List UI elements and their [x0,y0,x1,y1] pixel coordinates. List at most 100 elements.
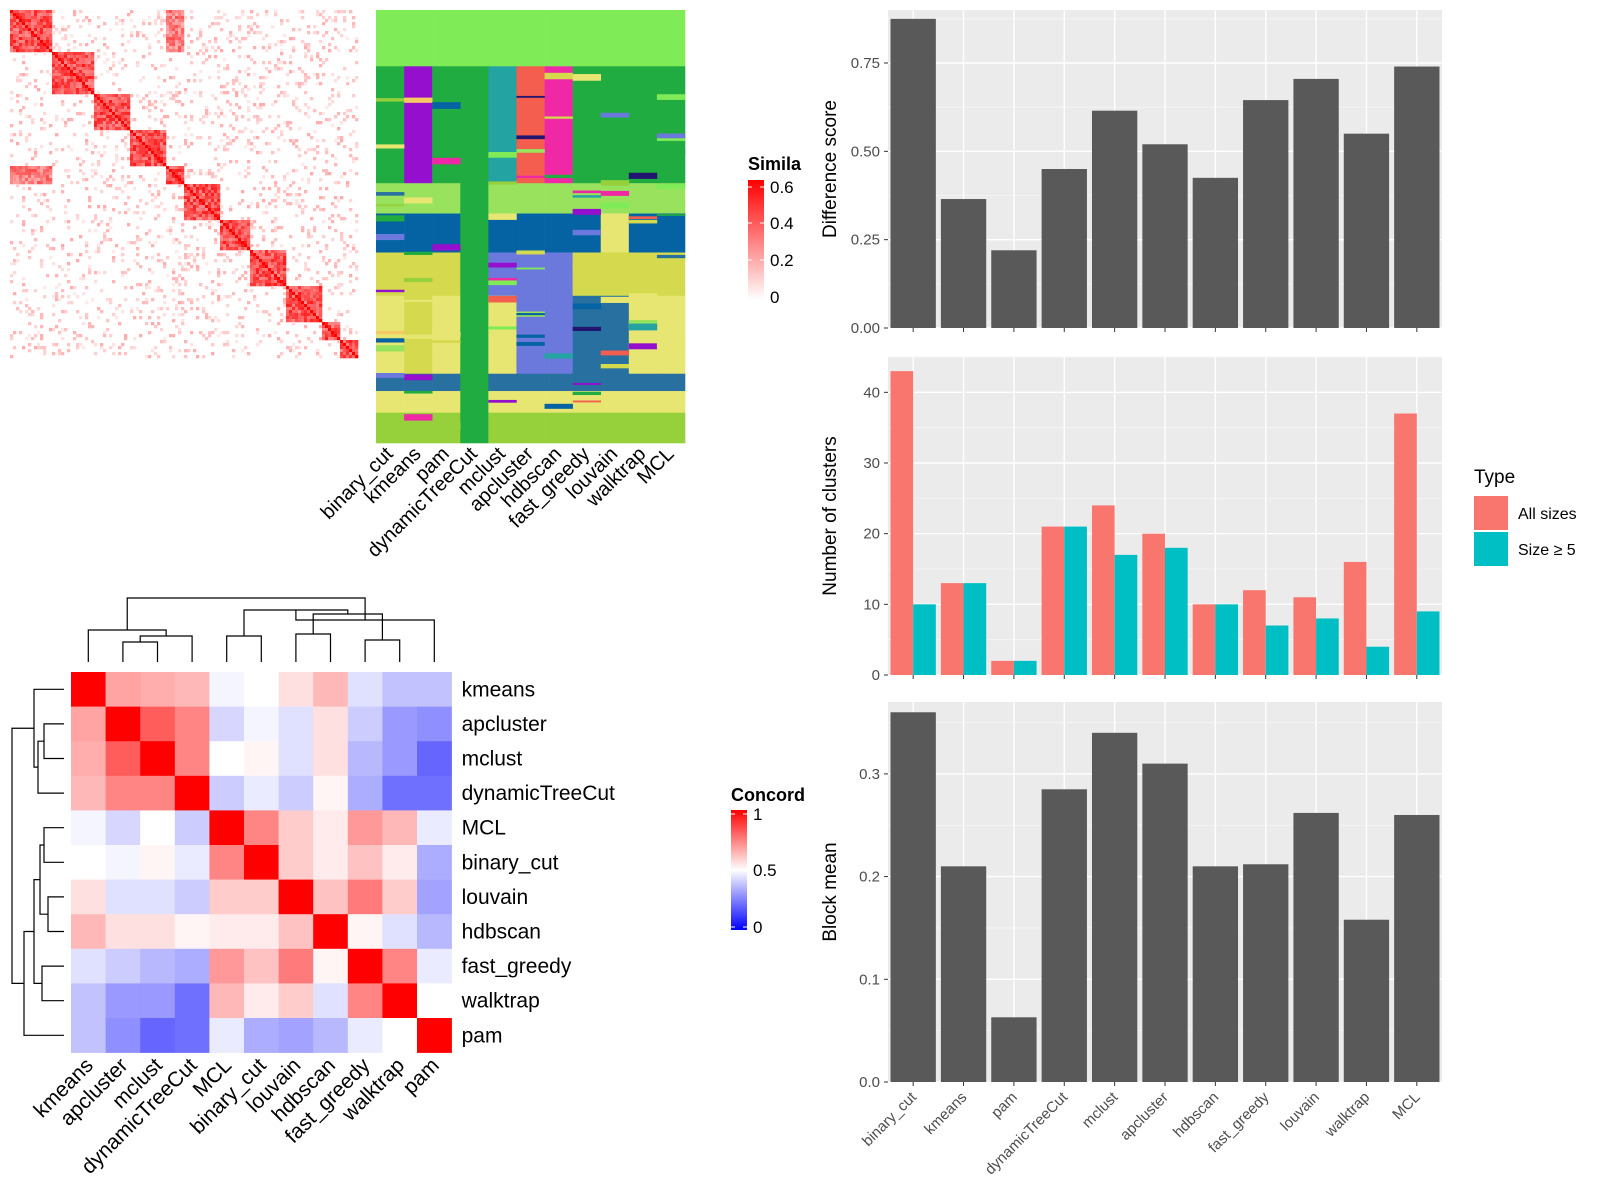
bar-size-ge-5 [963,583,987,675]
concordance-row-label: MCL [462,817,506,840]
concordance-cell [382,948,418,984]
similarity-matrix-heatmap [10,10,359,359]
concordance-cell [382,741,418,777]
concordance-cell [105,775,141,811]
y-tick-label: 10 [863,596,880,613]
x-tick-label: walktrap [1321,1089,1373,1141]
concordance-colorbar [731,810,747,930]
concordance-cell [105,741,141,777]
concordance-cell [71,983,106,1019]
x-tick-label: hdbscan [1170,1089,1222,1141]
bar [940,199,987,328]
concordance-cell [105,879,141,915]
concordance-legend-title: Concord [731,785,805,805]
concordance-cell [140,914,176,950]
bar [1091,110,1138,328]
concordance-cell [382,879,418,915]
bar-all-sizes [1142,533,1165,675]
concordance-cell [347,775,383,811]
y-tick-label: 0.1 [859,971,880,988]
x-tick-label: louvain [1277,1089,1323,1135]
bar-size-ge-5 [1013,660,1037,675]
concordance-cell [174,741,210,777]
concordance-cell [347,810,383,846]
concordance-cell [140,741,176,777]
x-tick-label: apcluster [1117,1089,1172,1144]
similarity-colorbar [748,180,764,300]
concordance-cell [244,775,279,811]
concordance-cell [71,672,106,707]
bar [1293,812,1339,1082]
y-tick-label: 40 [863,384,880,401]
bar [1243,864,1289,1082]
y-tick-label: 30 [863,455,880,472]
similarity-legend-tick: 0.6 [770,178,794,197]
concordance-cell [71,879,106,915]
concordance-cell [244,706,279,742]
concordance-cell [417,706,452,742]
concordance-cell [278,775,314,811]
concordance-cell [71,948,106,984]
concordance-cell [209,983,245,1019]
bar-size-ge-5 [913,604,936,675]
concordance-cell [417,810,452,846]
bar [991,250,1037,328]
bar [890,712,936,1082]
block-mean-chart: 0.0 0.1 0.2 0.3 Block mean [820,702,1442,1091]
concordance-cell [244,948,279,984]
concordance-cell [209,672,245,707]
legend-label-all-sizes: All sizes [1518,506,1577,523]
y-axis-label: Number of clusters [820,436,841,595]
concordance-cell [382,845,418,880]
concordance-cell [278,983,314,1019]
concordance-cell [209,845,245,880]
concordance-cell [417,775,452,811]
concordance-legend-tick: 0 [753,918,762,937]
bar-all-sizes [940,583,964,675]
y-tick-label: 0.2 [859,869,880,886]
concordance-cell [417,1018,452,1053]
concordance-cell [71,1018,106,1053]
bar-size-ge-5 [1114,554,1138,675]
concordance-cell [313,879,349,915]
y-axis-label: Difference score [820,100,841,238]
x-tick-label: kmeans [921,1089,970,1138]
bar-size-ge-5 [1366,646,1390,675]
bar [1142,144,1188,328]
concordance-cell [244,914,279,950]
concordance-row-label: dynamicTreeCut [462,782,615,805]
concordance-cell [313,1018,349,1053]
concordance-row-label: apcluster [462,713,547,736]
concordance-cell [140,983,176,1019]
bar [1142,763,1188,1082]
bar [890,18,936,328]
concordance-cell [347,1018,383,1053]
concordance-cell [174,775,210,811]
concordance-cell [140,706,176,742]
similarity-legend-title: Simila [748,154,802,174]
concordance-cell [313,741,349,777]
concordance-cell [140,845,176,880]
bar-size-ge-5 [1064,526,1087,675]
bar-size-ge-5 [1265,625,1289,675]
concordance-cell [71,845,106,880]
x-tick-label: mclust [1079,1088,1122,1131]
concordance-cell [140,948,176,984]
concordance-cell [244,983,279,1019]
bar [1343,919,1390,1082]
concordance-cell [105,1018,141,1053]
concordance-heatmap [71,672,452,1053]
bar-all-sizes [1091,505,1115,675]
y-tick-label: 0.00 [851,320,880,337]
concordance-cell [140,672,176,707]
y-tick-label: 0.0 [859,1074,880,1091]
concordance-cell [174,672,210,707]
y-tick-label: 0 [872,667,880,684]
concordance-cell [174,879,210,915]
concordance-cell [105,983,141,1019]
bar-size-ge-5 [1165,547,1188,675]
concordance-row-label: hdbscan [462,921,541,944]
concordance-cell [278,879,314,915]
bar-all-sizes [890,371,914,675]
